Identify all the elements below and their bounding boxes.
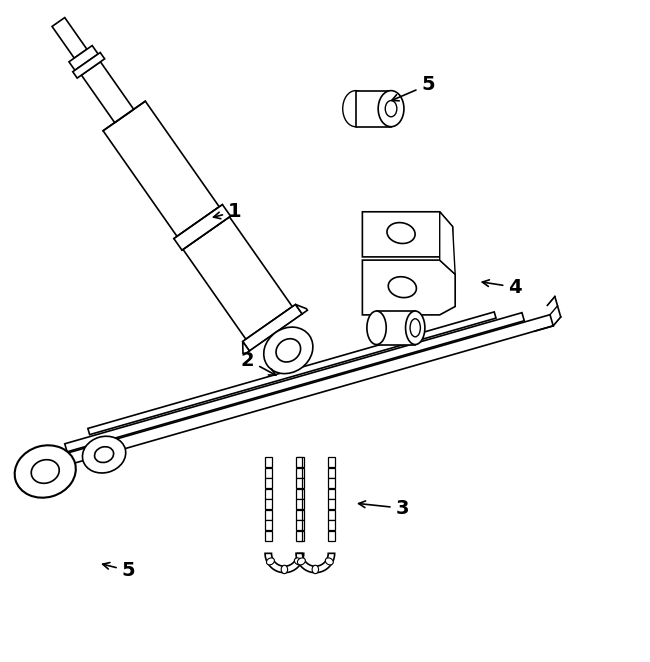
Polygon shape	[439, 212, 455, 274]
Ellipse shape	[83, 436, 125, 473]
Polygon shape	[73, 52, 105, 78]
Ellipse shape	[410, 319, 421, 337]
Polygon shape	[363, 260, 455, 315]
Polygon shape	[363, 212, 452, 257]
Ellipse shape	[266, 558, 274, 565]
Polygon shape	[265, 499, 272, 509]
Polygon shape	[183, 217, 292, 339]
Polygon shape	[297, 510, 304, 520]
Polygon shape	[328, 479, 335, 489]
Polygon shape	[265, 553, 304, 573]
Ellipse shape	[264, 327, 313, 373]
Ellipse shape	[387, 222, 415, 244]
Polygon shape	[52, 18, 87, 58]
Ellipse shape	[294, 558, 302, 565]
Polygon shape	[265, 457, 272, 467]
Polygon shape	[297, 520, 304, 530]
Polygon shape	[265, 520, 272, 530]
Polygon shape	[65, 312, 525, 452]
Ellipse shape	[312, 565, 318, 574]
Ellipse shape	[276, 339, 300, 362]
Polygon shape	[328, 457, 335, 467]
Polygon shape	[296, 457, 302, 467]
Polygon shape	[296, 489, 302, 499]
Text: 1: 1	[213, 203, 242, 221]
Polygon shape	[328, 531, 335, 541]
Text: 3: 3	[359, 498, 409, 518]
Polygon shape	[296, 553, 335, 573]
Ellipse shape	[15, 446, 76, 498]
Polygon shape	[296, 479, 302, 489]
Polygon shape	[328, 520, 335, 530]
Ellipse shape	[31, 459, 59, 483]
Polygon shape	[296, 499, 302, 509]
Polygon shape	[69, 46, 98, 70]
Polygon shape	[356, 91, 391, 126]
Polygon shape	[265, 531, 272, 541]
Ellipse shape	[388, 277, 417, 298]
Polygon shape	[42, 314, 553, 471]
Ellipse shape	[378, 91, 404, 126]
Polygon shape	[296, 468, 302, 478]
Polygon shape	[297, 468, 304, 478]
Text: 5: 5	[103, 561, 135, 580]
Polygon shape	[296, 531, 302, 541]
Ellipse shape	[325, 558, 333, 565]
Polygon shape	[328, 510, 335, 520]
Polygon shape	[88, 312, 496, 435]
Ellipse shape	[298, 558, 305, 565]
Polygon shape	[265, 510, 272, 520]
Ellipse shape	[343, 91, 369, 126]
Ellipse shape	[385, 101, 397, 117]
Polygon shape	[242, 305, 302, 351]
Polygon shape	[297, 531, 304, 541]
Polygon shape	[174, 205, 231, 250]
Polygon shape	[242, 342, 250, 355]
Polygon shape	[297, 457, 304, 467]
Ellipse shape	[94, 447, 114, 463]
Text: 2: 2	[241, 350, 276, 375]
Polygon shape	[265, 479, 272, 489]
Text: 4: 4	[482, 277, 522, 297]
Polygon shape	[376, 311, 415, 344]
Polygon shape	[265, 489, 272, 499]
Polygon shape	[81, 62, 134, 122]
Polygon shape	[296, 510, 302, 520]
Polygon shape	[297, 499, 304, 509]
Ellipse shape	[281, 565, 287, 574]
Polygon shape	[328, 468, 335, 478]
Polygon shape	[328, 489, 335, 499]
Ellipse shape	[406, 311, 425, 344]
Polygon shape	[296, 520, 302, 530]
Polygon shape	[103, 101, 219, 236]
Text: 5: 5	[392, 75, 435, 101]
Polygon shape	[297, 479, 304, 489]
Polygon shape	[265, 468, 272, 478]
Polygon shape	[296, 305, 307, 314]
Polygon shape	[297, 489, 304, 499]
Polygon shape	[328, 499, 335, 509]
Ellipse shape	[367, 311, 386, 344]
